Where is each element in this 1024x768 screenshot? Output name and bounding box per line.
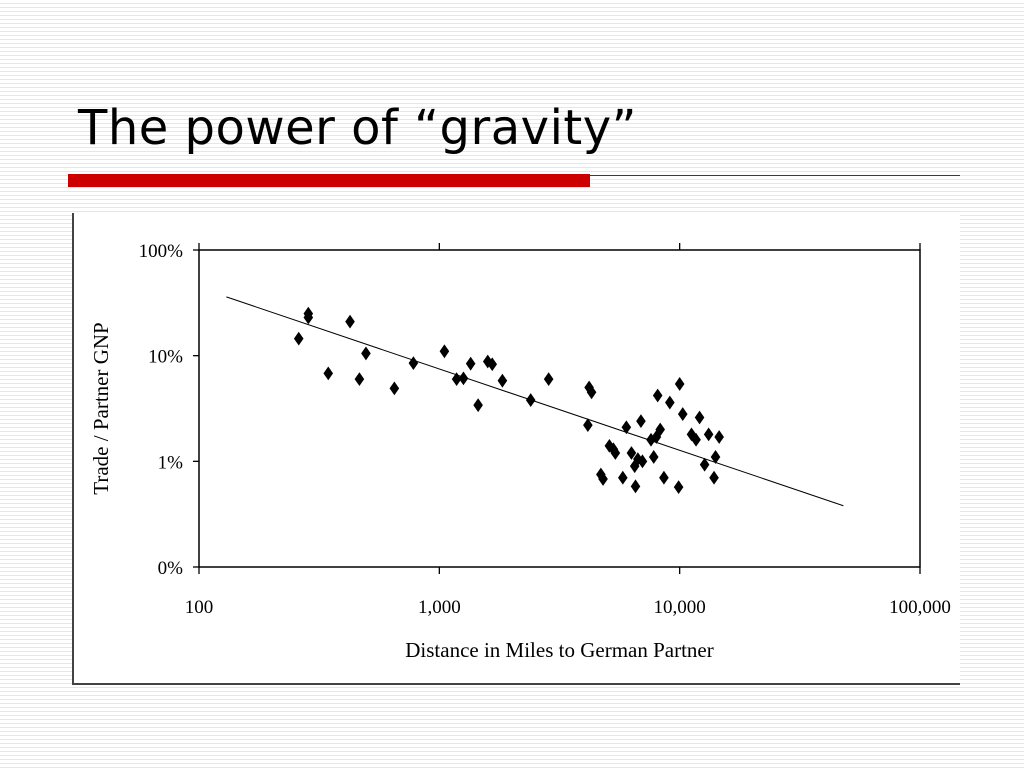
data-point: [583, 418, 593, 433]
trend-line: [226, 296, 844, 507]
data-point: [487, 357, 498, 372]
data-point: [458, 371, 469, 386]
data-point: [389, 381, 400, 396]
data-point: [598, 472, 608, 486]
x-tick-label: 1,000: [418, 597, 461, 618]
data-point: [525, 393, 536, 407]
data-point: [323, 366, 334, 381]
data-point: [361, 346, 371, 361]
x-tick-label: 100: [185, 597, 214, 618]
data-point: [659, 470, 669, 485]
data-point: [626, 446, 637, 460]
data-point: [439, 344, 450, 359]
data-point: [710, 450, 721, 464]
data-point: [465, 356, 476, 371]
scatter-chart: 100 1,000 10,000 100,000 0% 1% 10% 100% Distance…: [89, 241, 951, 662]
data-point: [618, 470, 628, 485]
data-point: [497, 373, 508, 388]
title-underline-accent: [68, 174, 590, 187]
data-point: [673, 480, 684, 495]
data-point: [665, 395, 675, 410]
y-tick-label: 100%: [139, 241, 184, 262]
data-point: [636, 414, 646, 429]
data-point: [543, 372, 554, 387]
data-point: [703, 427, 714, 442]
data-point: [651, 430, 662, 444]
y-tick-label: 0%: [158, 558, 184, 579]
data-point: [586, 385, 597, 400]
data-point: [621, 420, 632, 435]
x-tick-label: 100,000: [889, 597, 951, 618]
data-point: [596, 467, 606, 482]
chart-figure: 100 1,000 10,000 100,000 0% 1% 10% 100% Distance…: [72, 213, 960, 685]
data-point: [303, 310, 314, 325]
x-tick-label: 10,000: [654, 597, 706, 618]
x-axis-title: Distance in Miles to German Partner: [405, 638, 714, 662]
title-underline-rule: [590, 175, 960, 176]
data-point: [630, 479, 641, 494]
data-point: [408, 356, 419, 371]
data-point: [691, 432, 701, 447]
data-point: [709, 470, 719, 485]
data-point: [694, 410, 705, 425]
y-axis-title: Trade / Partner GNP: [89, 322, 113, 494]
data-point: [610, 446, 621, 460]
data-point: [648, 450, 659, 464]
data-point: [293, 331, 304, 346]
data-point: [473, 398, 483, 413]
y-tick-label: 1%: [158, 452, 184, 473]
data-point: [652, 388, 663, 403]
data-point: [646, 432, 656, 447]
data-point: [677, 407, 688, 421]
data-point: [714, 430, 724, 444]
data-point: [674, 377, 685, 391]
plot-frame: [198, 249, 921, 568]
data-point: [345, 314, 355, 329]
data-point: [451, 372, 462, 387]
data-point: [637, 454, 648, 469]
slide-title: The power of “gravity”: [78, 100, 637, 156]
y-tick-label: 10%: [148, 347, 183, 368]
data-point: [655, 422, 666, 437]
data-point: [354, 372, 365, 387]
